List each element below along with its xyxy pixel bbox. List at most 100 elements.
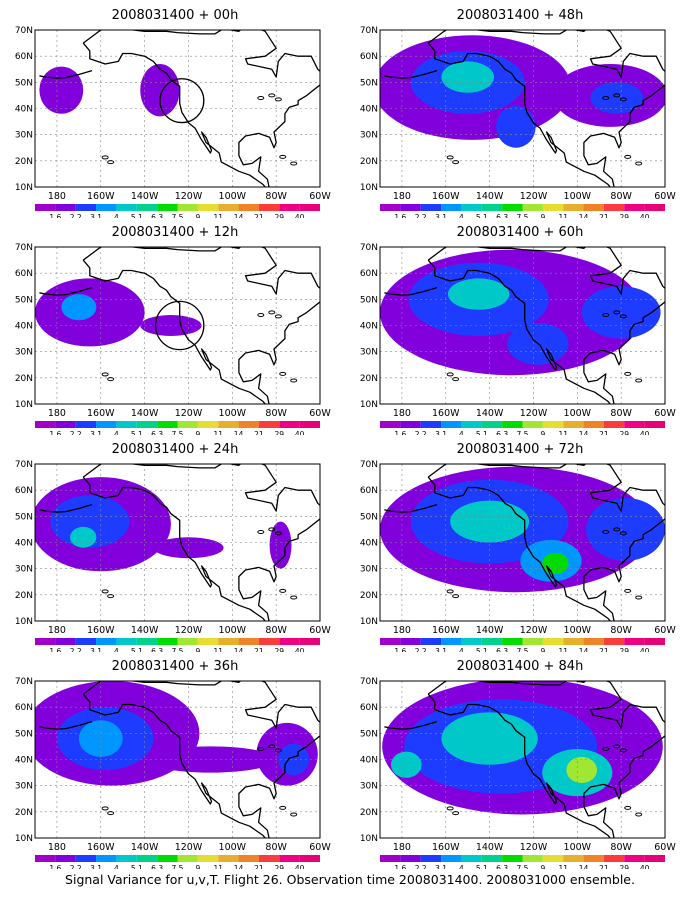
colorbar-swatch — [238, 421, 259, 428]
colorbar-swatch — [380, 638, 401, 645]
colorbar-label: 7.5 — [172, 430, 184, 435]
colorbar-swatch — [461, 855, 482, 862]
colorbar-label: 7.5 — [517, 213, 529, 218]
x-tick-label: 180 — [393, 191, 411, 202]
y-tick-label: 30N — [360, 565, 378, 575]
map-plot: 180 160W 140W 120W 100W 80W 60W 10N 20N 30N 40N 50N… — [15, 243, 332, 435]
island-outline — [619, 314, 627, 319]
colorbar-swatch — [218, 204, 239, 211]
colorbar-swatch — [258, 638, 280, 645]
map-panel: 2008031400 + 24h 180 160W 140W 120W 100W 80W 60… — [10, 442, 340, 652]
y-tick-label: 70N — [360, 243, 378, 253]
colorbar-swatch — [35, 638, 56, 645]
colorbar-label: 2.2 — [70, 213, 82, 218]
island-outline — [268, 527, 276, 532]
colorbar-label: 3.1 — [435, 213, 447, 218]
x-tick-label: 100W — [219, 191, 247, 202]
x-tick-label: 160W — [87, 842, 115, 853]
colorbar-swatch — [522, 638, 543, 645]
map-panel: 2008031400 + 48h 180 160W 140W 120W 100W 80W 60… — [355, 8, 685, 218]
colorbar-label: 21 — [599, 213, 609, 218]
colorbar-label: 7.5 — [517, 647, 529, 652]
variance-region — [441, 712, 538, 765]
colorbar-label: 29 — [620, 647, 630, 652]
y-tick-label: 10N — [15, 617, 33, 627]
colorbar-swatch — [55, 638, 76, 645]
variance-region — [39, 66, 84, 114]
colorbar-label: 11 — [558, 864, 568, 869]
coastline — [384, 69, 438, 79]
colorbar-label: 1.6 — [394, 430, 406, 435]
colorbar-swatch — [177, 638, 198, 645]
x-tick-label: 80W — [265, 191, 287, 202]
colorbar-label: 11 — [558, 647, 568, 652]
x-tick-label: 120W — [175, 625, 203, 636]
y-tick-label: 30N — [15, 782, 33, 792]
colorbar-label: 7.5 — [172, 864, 184, 869]
colorbar-swatch — [522, 421, 543, 428]
y-tick-label: 40N — [360, 756, 378, 766]
colorbar-label: 3.1 — [90, 864, 102, 869]
colorbar-swatch — [75, 638, 97, 645]
colorbar-label: 4 — [459, 430, 464, 435]
colorbar-swatch — [238, 204, 259, 211]
colorbar-label: 4 — [114, 213, 119, 218]
colorbar-swatch — [197, 204, 219, 211]
x-tick-label: 120W — [175, 191, 203, 202]
x-tick-label: 140W — [476, 625, 504, 636]
island-outline — [602, 313, 610, 318]
panel-title: 2008031400 + 00h — [111, 8, 239, 23]
island-outline — [279, 588, 287, 593]
observation-circle — [159, 78, 205, 124]
x-tick-label: 80W — [610, 625, 632, 636]
colorbar-swatch — [400, 638, 421, 645]
x-tick-label: 100W — [219, 842, 247, 853]
y-tick-label: 40N — [15, 105, 33, 115]
colorbar-swatch — [157, 638, 178, 645]
x-tick-label: 80W — [265, 408, 287, 419]
colorbar-label: 4 — [459, 647, 464, 652]
coastline — [39, 720, 93, 730]
y-tick-label: 30N — [15, 131, 33, 141]
colorbar-label: 3.1 — [90, 647, 102, 652]
colorbar-swatch — [157, 421, 178, 428]
map-plot: 180 160W 140W 120W 100W 80W 60W 10N 20N 30N 40N 50N… — [15, 26, 332, 218]
colorbar-swatch — [55, 421, 76, 428]
x-tick-label: 60W — [654, 191, 676, 202]
colorbar-swatch — [420, 855, 442, 862]
colorbar-swatch — [116, 638, 137, 645]
colorbar-swatch — [177, 421, 198, 428]
x-tick-label: 160W — [432, 408, 460, 419]
colorbar-swatch — [624, 421, 645, 428]
colorbar-label: 5.1 — [476, 430, 488, 435]
colorbar-label: 3.1 — [435, 864, 447, 869]
x-tick-label: 180 — [48, 625, 66, 636]
island-outline — [624, 805, 632, 810]
y-tick-label: 30N — [15, 565, 33, 575]
map-panel: 2008031400 + 60h 180 160W 140W 120W 100W 80W 60… — [355, 225, 685, 435]
x-tick-label: 80W — [265, 842, 287, 853]
y-tick-label: 50N — [15, 295, 33, 305]
colorbar-swatch — [35, 421, 56, 428]
map-plot: 180 160W 140W 120W 100W 80W 60W 10N 20N 30N 40N 50N… — [15, 460, 332, 652]
map-panel: 2008031400 + 36h 180 160W 140W 120W 100W 80W 60… — [10, 659, 340, 869]
y-tick-label: 10N — [360, 183, 378, 193]
island-outline — [446, 589, 454, 594]
x-tick-label: 60W — [309, 408, 331, 419]
colorbar-swatch — [157, 855, 178, 862]
colorbar-label: 2.2 — [415, 864, 427, 869]
colorbar-swatch — [55, 855, 76, 862]
coastline — [427, 42, 612, 187]
colorbar-label: 29 — [620, 430, 630, 435]
colorbar-swatch — [116, 855, 137, 862]
island-outline — [257, 96, 265, 101]
colorbar-swatch — [583, 638, 604, 645]
x-tick-label: 140W — [131, 842, 159, 853]
y-tick-label: 50N — [15, 78, 33, 88]
island-outline — [619, 97, 627, 102]
colorbar-label: 21 — [254, 213, 264, 218]
map-plot: 180 160W 140W 120W 100W 80W 60W 10N 20N 30N 40N 50N… — [360, 26, 677, 218]
observation-circle — [154, 300, 205, 351]
colorbar-swatch — [603, 204, 625, 211]
y-tick-label: 20N — [360, 808, 378, 818]
